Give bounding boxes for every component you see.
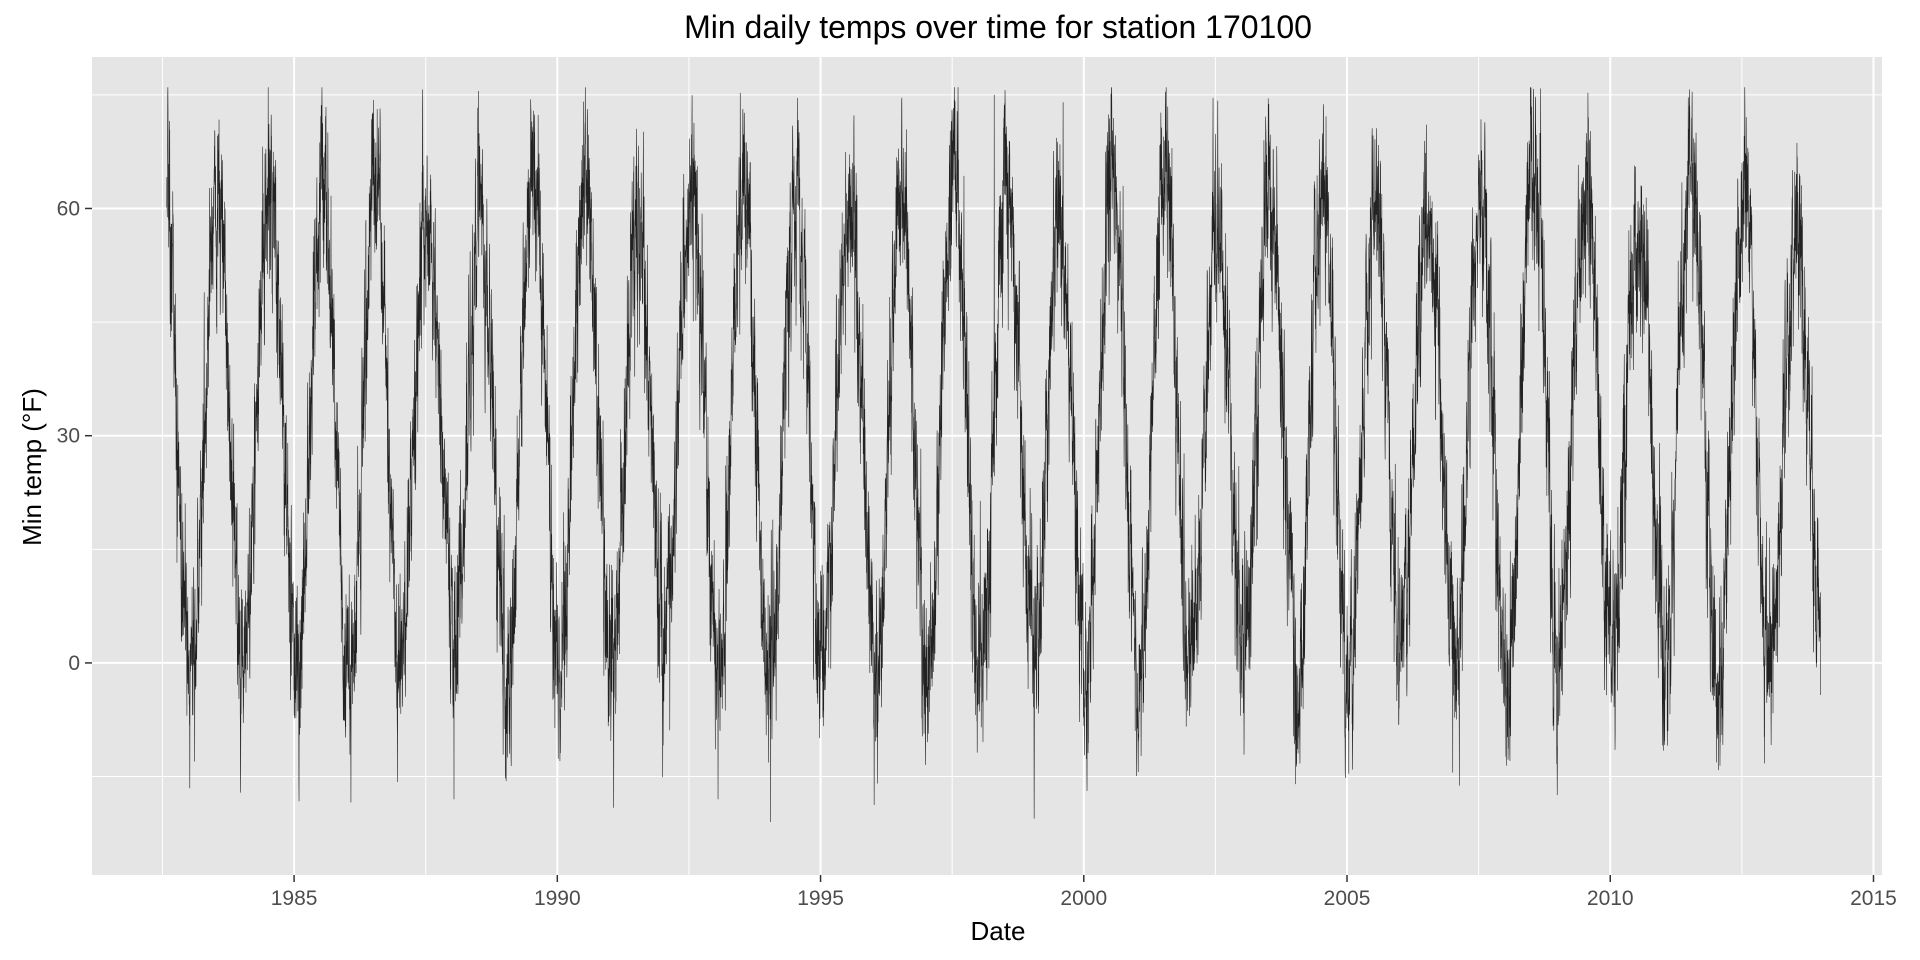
x-tick-label: 2005 (1324, 887, 1371, 910)
y-tick-label: 30 (57, 425, 80, 448)
y-tick-label: 0 (68, 652, 80, 675)
x-tick-label: 2015 (1850, 887, 1897, 910)
data-layer (166, 87, 1821, 822)
y-axis: 0 30 60 (57, 197, 92, 675)
y-axis-label: Min temp (°F) (17, 388, 47, 546)
y-tick-label: 60 (57, 197, 80, 220)
minor-gridlines (92, 57, 1882, 875)
chart-title: Min daily temps over time for station 17… (684, 9, 1312, 45)
series-line-min-temp (166, 87, 1821, 822)
x-tick-label: 2000 (1060, 887, 1107, 910)
x-tick-label: 2010 (1587, 887, 1634, 910)
plot-panel (92, 57, 1882, 875)
x-tick-label: 1990 (534, 887, 581, 910)
x-tick-label: 1995 (797, 887, 844, 910)
x-tick-label: 1985 (271, 887, 318, 910)
x-axis-label: Date (971, 916, 1026, 946)
x-axis: 1985 1990 1995 2000 2005 2010 2015 (271, 875, 1897, 910)
